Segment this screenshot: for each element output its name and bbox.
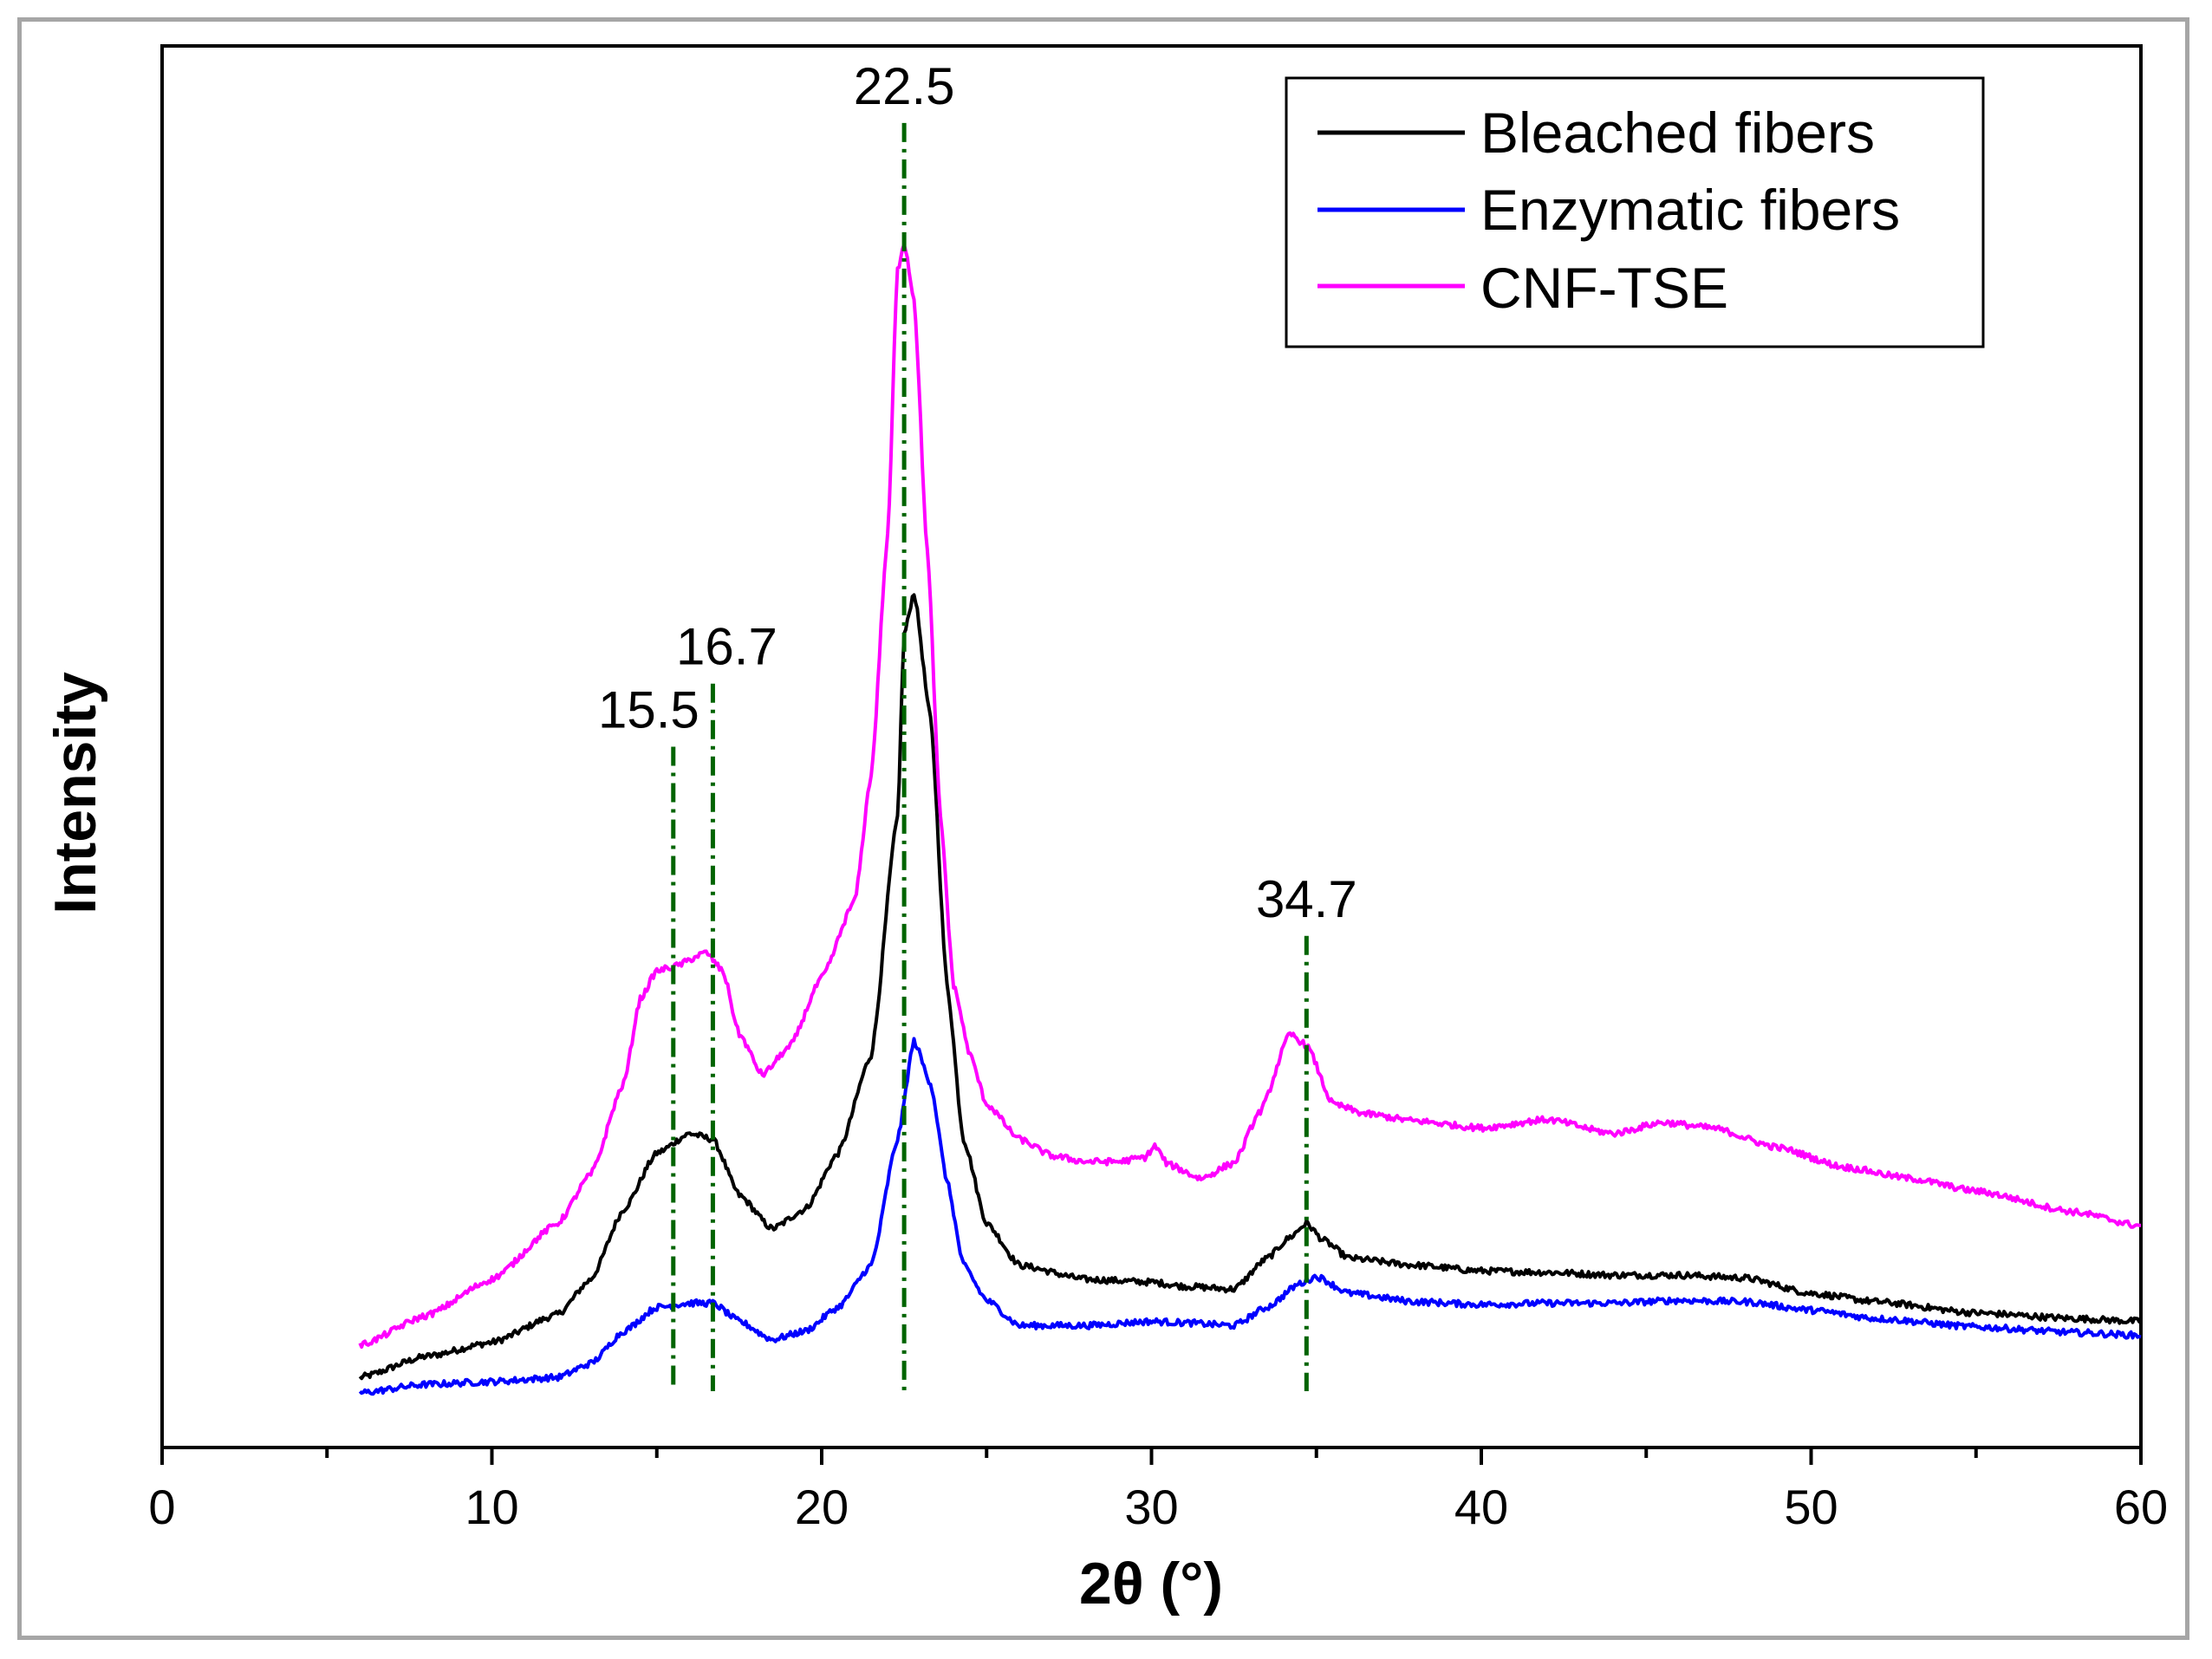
- series-line-bleached: [358, 593, 2143, 1381]
- legend-box: [1285, 76, 1985, 348]
- x-tick-label: 40: [1454, 1480, 1508, 1534]
- x-tick-label: 20: [795, 1480, 849, 1534]
- marker-layer: 15.516.7 22.5 34.7: [598, 57, 1357, 1391]
- x-tick-label: 30: [1124, 1480, 1178, 1534]
- peak-label: 15.5: [598, 681, 699, 739]
- peak-label: 34.7: [1256, 870, 1357, 928]
- x-tick-label: 50: [1784, 1480, 1838, 1534]
- x-tick-label: 10: [465, 1480, 518, 1534]
- series-layer: [358, 243, 2143, 1396]
- x-axis-title: 2θ (°): [1079, 1551, 1223, 1617]
- legend-label-bleached: Bleached fibers: [1480, 101, 1875, 165]
- legend-label-enzymatic: Enzymatic fibers: [1480, 178, 1900, 242]
- x-tick-label: 60: [2114, 1480, 2168, 1534]
- peak-label: 22.5: [854, 57, 955, 115]
- y-axis-title: Intensity: [42, 672, 108, 914]
- x-axis-ticks: 0 10 20 30 40 50 60: [148, 1448, 2168, 1534]
- x-tick-label: 0: [148, 1480, 175, 1534]
- series-line-enzymatic: [358, 1037, 2142, 1396]
- legend: Bleached fibers Enzymatic fibers CNF-TSE: [1285, 76, 1985, 348]
- series-line-cnf: [358, 243, 2142, 1349]
- legend-label-cnf: CNF-TSE: [1480, 256, 1728, 320]
- peak-label: 16.7: [676, 618, 777, 676]
